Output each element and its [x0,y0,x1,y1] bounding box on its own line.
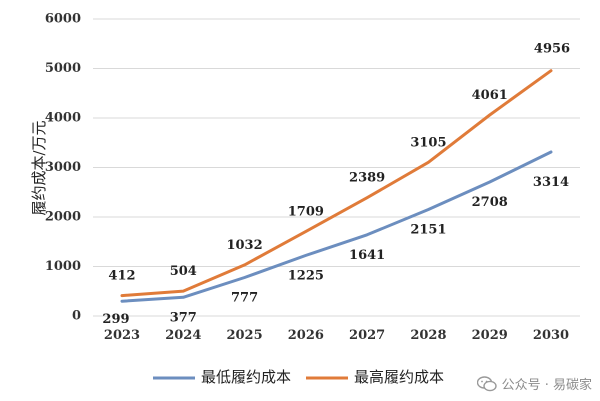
data-label: 1032 [226,238,262,253]
y-tick-label: 3000 [45,160,81,175]
legend-label: 最低履约成本 [201,368,291,386]
legend-label: 最高履约成本 [354,368,444,386]
watermark: 公众号 · 易碳家 [476,374,592,393]
series-line-min [120,150,553,303]
data-label: 299 [102,312,129,327]
data-label: 4061 [472,88,508,103]
data-label: 1641 [349,248,385,263]
x-tick-label: 2028 [410,328,446,343]
data-label: 2151 [410,223,446,238]
data-label: 2389 [349,171,385,186]
data-label: 3314 [533,175,569,190]
series-line-max [120,69,553,298]
gridlines [93,18,580,317]
data-label: 377 [170,310,197,325]
legend: 最低履约成本 最高履约成本 [153,368,444,386]
y-tick-label: 1000 [45,259,81,274]
x-tick-label: 2030 [533,328,569,343]
x-tick-label: 2023 [104,328,140,343]
y-axis-ticks: 0 1000 2000 3000 4000 5000 6000 [45,12,81,324]
x-tick-label: 2029 [472,328,508,343]
wechat-icon [476,375,497,391]
y-axis-label: 履约成本/万元 [30,120,48,215]
data-label: 2708 [472,195,508,210]
y-tick-label: 5000 [45,61,81,76]
y-tick-label: 2000 [45,210,81,225]
x-tick-label: 2027 [349,328,385,343]
data-label: 504 [170,264,197,279]
data-label: 3105 [410,135,446,150]
y-tick-label: 0 [72,309,81,324]
watermark-text: 公众号 · 易碳家 [501,378,592,393]
x-tick-label: 2026 [288,328,324,343]
data-label: 777 [231,291,258,306]
data-labels: 299 377 777 1225 1641 2151 2708 3314 412 504 1032 1… [102,42,570,328]
y-tick-label: 6000 [45,12,81,27]
data-label: 1709 [288,204,324,219]
data-label: 1225 [288,268,324,283]
data-label: 4956 [534,42,570,57]
x-tick-label: 2025 [226,328,262,343]
x-tick-label: 2024 [165,328,201,343]
data-label: 412 [108,269,135,284]
y-tick-label: 4000 [45,111,81,126]
x-axis-ticks: 2023 2024 2025 2026 2027 2028 2029 2030 [104,328,569,343]
series-lines [120,69,553,303]
